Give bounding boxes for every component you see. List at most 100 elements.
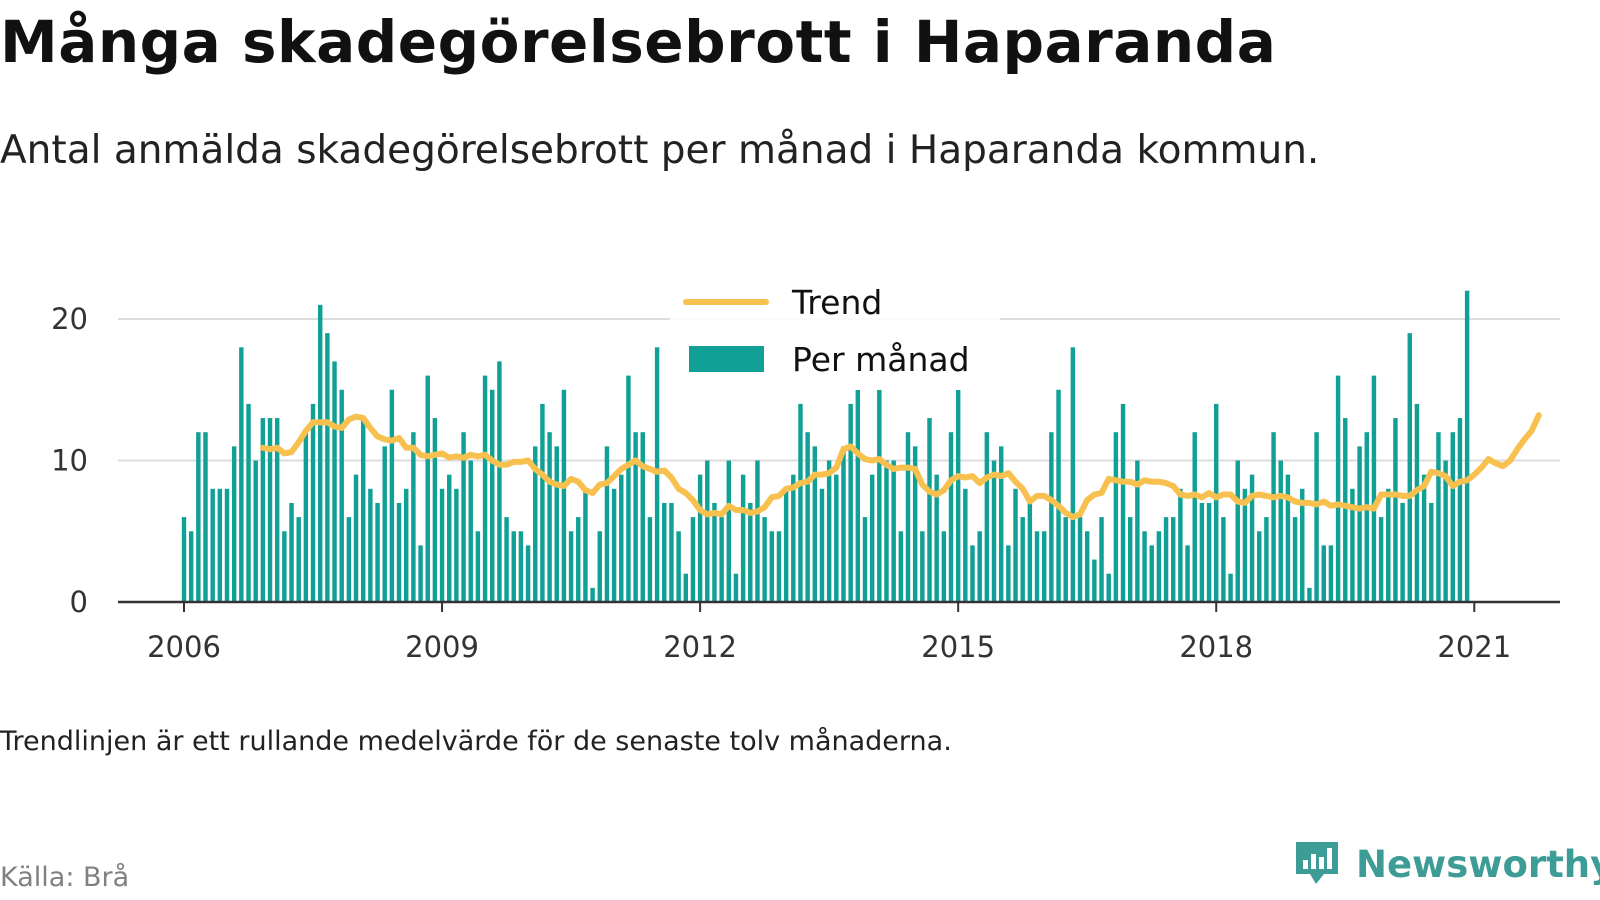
bar xyxy=(540,403,545,602)
bar xyxy=(1199,502,1205,602)
bar xyxy=(984,432,990,602)
bar xyxy=(848,403,853,602)
bar xyxy=(1457,418,1463,602)
brand[interactable]: Newsworthy xyxy=(1292,840,1600,888)
bar xyxy=(360,418,366,602)
bar xyxy=(1228,573,1233,602)
bar xyxy=(1106,573,1111,602)
bar xyxy=(418,545,423,602)
bar xyxy=(991,460,997,602)
bar xyxy=(1450,432,1456,602)
x-tick-label: 2015 xyxy=(921,630,995,664)
bar xyxy=(1407,333,1412,602)
bar xyxy=(1077,517,1083,602)
bar xyxy=(1049,432,1054,602)
bar xyxy=(1307,587,1312,602)
bar xyxy=(1292,517,1298,602)
bar xyxy=(604,446,610,602)
bar xyxy=(346,517,352,602)
bar xyxy=(317,304,323,602)
bar xyxy=(812,446,818,602)
bar xyxy=(1343,418,1348,602)
bar xyxy=(296,517,301,602)
bar xyxy=(468,460,473,602)
bar xyxy=(389,389,395,602)
bar xyxy=(826,460,832,602)
x-tick-label: 2012 xyxy=(663,630,737,664)
bar xyxy=(210,488,215,602)
bar xyxy=(1013,488,1018,602)
bar xyxy=(719,517,724,602)
bar xyxy=(1063,517,1068,602)
bar xyxy=(1084,531,1090,602)
bar xyxy=(1092,559,1097,602)
bar xyxy=(1163,517,1169,602)
bar xyxy=(1120,403,1126,602)
legend-trend-label: Trend xyxy=(791,283,882,322)
bar xyxy=(1436,432,1441,602)
bar xyxy=(705,460,710,602)
bar xyxy=(224,488,230,602)
bar xyxy=(1027,502,1033,602)
x-tick-label: 2018 xyxy=(1179,630,1253,664)
bar xyxy=(762,517,767,602)
bar xyxy=(1285,474,1291,602)
bar xyxy=(289,502,294,602)
bar xyxy=(1127,517,1133,602)
bar xyxy=(353,474,359,602)
bar xyxy=(590,587,595,602)
bar xyxy=(912,446,918,602)
bar xyxy=(640,432,645,602)
bar xyxy=(267,418,273,602)
bar xyxy=(260,418,266,602)
bar xyxy=(310,403,316,602)
bar xyxy=(583,488,588,602)
bar xyxy=(561,389,567,602)
bar xyxy=(905,432,911,602)
bar xyxy=(1378,517,1384,602)
bar xyxy=(740,474,746,602)
bar xyxy=(568,531,574,602)
bar xyxy=(461,432,466,602)
chart-subtitle: Antal anmälda skadegörelsebrott per måna… xyxy=(0,128,1320,173)
bar xyxy=(662,502,667,602)
bar xyxy=(955,389,961,602)
bar xyxy=(1192,432,1197,602)
bar xyxy=(669,502,674,602)
bar xyxy=(1056,389,1061,602)
bar xyxy=(1371,375,1377,602)
trend-line xyxy=(259,412,1542,521)
legend-bars-swatch xyxy=(689,346,764,372)
bar xyxy=(203,432,208,602)
bar xyxy=(1257,531,1262,602)
bar xyxy=(1321,545,1326,602)
bar xyxy=(1034,531,1040,602)
bar xyxy=(920,531,925,602)
bar xyxy=(1206,502,1212,602)
bar xyxy=(805,432,810,602)
bar xyxy=(1328,545,1334,602)
bar xyxy=(411,432,416,602)
x-tick-label: 2006 xyxy=(147,630,221,664)
bar xyxy=(303,432,309,602)
bar xyxy=(841,446,846,602)
bar xyxy=(181,517,187,602)
bar xyxy=(683,573,689,602)
bar xyxy=(1421,474,1427,602)
legend: Trend Per månad xyxy=(670,278,1000,390)
bar xyxy=(855,389,861,602)
bar xyxy=(1314,432,1319,602)
bar xyxy=(1149,545,1154,602)
bar xyxy=(1350,488,1355,602)
bar xyxy=(977,531,982,602)
bar xyxy=(1235,460,1240,602)
bar xyxy=(1142,531,1147,602)
bar xyxy=(1300,488,1305,602)
bar xyxy=(511,531,516,602)
bar xyxy=(504,517,509,602)
bar xyxy=(188,531,194,602)
bar xyxy=(733,573,739,602)
bar xyxy=(1041,531,1047,602)
bar xyxy=(231,446,237,602)
